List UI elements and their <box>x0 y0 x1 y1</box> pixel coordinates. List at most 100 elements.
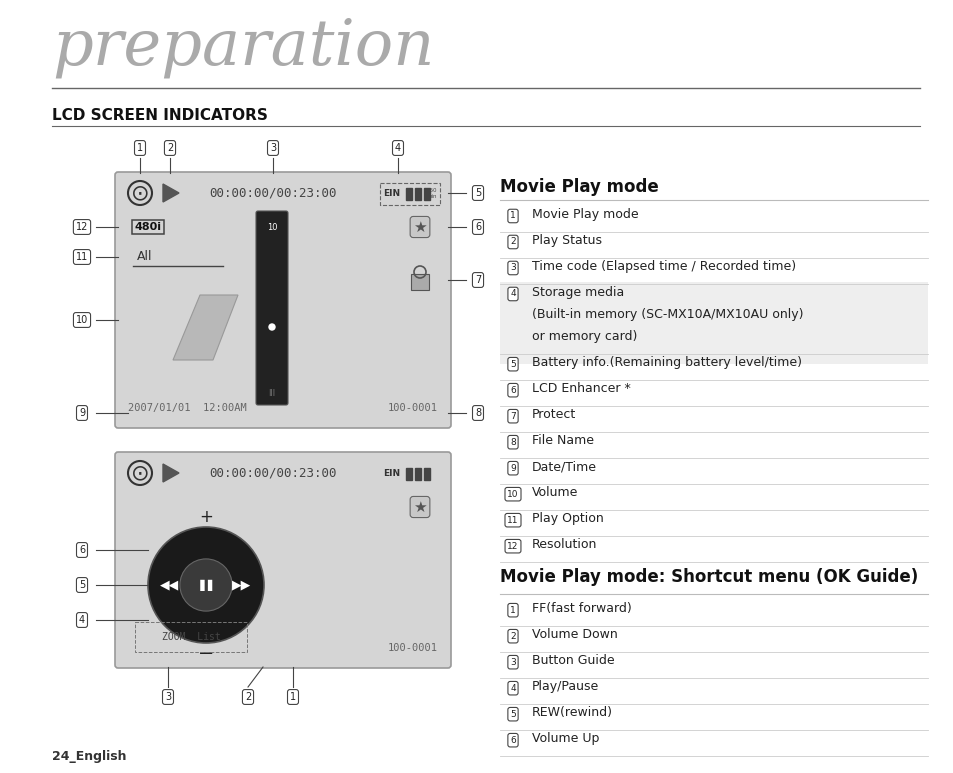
Text: Movie Play mode: Movie Play mode <box>532 208 638 221</box>
Text: EIN: EIN <box>383 189 400 199</box>
Text: +: + <box>199 508 213 526</box>
Polygon shape <box>163 184 179 202</box>
Text: 100-0001: 100-0001 <box>388 403 437 413</box>
Text: 6: 6 <box>510 386 516 395</box>
Text: REW(rewind): REW(rewind) <box>532 707 613 719</box>
Text: 5: 5 <box>475 188 480 198</box>
Bar <box>415 468 420 480</box>
Text: ⊙: ⊙ <box>131 183 150 203</box>
Text: 4: 4 <box>395 143 400 153</box>
Text: 3: 3 <box>270 143 275 153</box>
Text: Movie Play mode: Movie Play mode <box>499 178 659 196</box>
Text: 2: 2 <box>245 692 251 702</box>
Text: 12: 12 <box>75 222 88 232</box>
FancyBboxPatch shape <box>115 452 451 668</box>
Text: 8: 8 <box>510 438 516 447</box>
Text: ZOOM  List: ZOOM List <box>161 632 220 642</box>
Text: (Built-in memory (SC-MX10A/MX10AU only): (Built-in memory (SC-MX10A/MX10AU only) <box>532 308 802 321</box>
Text: Volume: Volume <box>532 486 578 499</box>
Circle shape <box>148 527 264 643</box>
Text: 9: 9 <box>79 408 85 418</box>
Text: 5: 5 <box>79 580 85 590</box>
Bar <box>499 282 927 364</box>
Text: 1: 1 <box>510 606 516 615</box>
Bar <box>406 468 412 480</box>
Text: 2: 2 <box>510 632 516 641</box>
Text: 4: 4 <box>510 290 516 298</box>
Text: 10: 10 <box>507 490 518 499</box>
Text: 1: 1 <box>290 692 295 702</box>
FancyBboxPatch shape <box>255 211 288 405</box>
Text: 4: 4 <box>510 683 516 693</box>
Text: 5: 5 <box>510 710 516 719</box>
Bar <box>423 468 430 480</box>
Text: 4: 4 <box>79 615 85 625</box>
Text: 11: 11 <box>507 516 518 525</box>
Text: EIN: EIN <box>383 469 400 478</box>
Bar <box>423 188 430 200</box>
Text: or memory card): or memory card) <box>532 330 637 343</box>
Text: 160
min: 160 min <box>426 188 436 199</box>
FancyBboxPatch shape <box>411 274 429 290</box>
Text: Date/Time: Date/Time <box>532 460 597 473</box>
Text: File Name: File Name <box>532 434 594 448</box>
Text: Volume Up: Volume Up <box>532 732 598 745</box>
Text: 00:00:00/00:23:00: 00:00:00/00:23:00 <box>209 186 336 199</box>
Text: ★: ★ <box>413 499 426 515</box>
Text: 6: 6 <box>79 545 85 555</box>
Text: 11: 11 <box>76 252 88 262</box>
Text: 480i: 480i <box>134 222 161 232</box>
FancyBboxPatch shape <box>115 172 451 428</box>
Text: 7: 7 <box>510 412 516 421</box>
Text: All: All <box>137 250 152 264</box>
Text: 1: 1 <box>137 143 143 153</box>
Text: ▐ ▌: ▐ ▌ <box>195 580 216 591</box>
Text: 100-0001: 100-0001 <box>388 643 437 653</box>
Text: −: − <box>197 643 214 662</box>
Text: Play/Pause: Play/Pause <box>532 680 598 693</box>
Text: Volume Down: Volume Down <box>532 628 618 641</box>
Text: 8: 8 <box>475 408 480 418</box>
Text: ◀◀: ◀◀ <box>160 578 179 591</box>
Text: 3: 3 <box>510 658 516 666</box>
Text: FF(fast forward): FF(fast forward) <box>532 602 631 615</box>
Polygon shape <box>163 464 179 482</box>
Text: Time code (Elapsed time / Recorded time): Time code (Elapsed time / Recorded time) <box>532 260 796 273</box>
Circle shape <box>180 559 232 611</box>
Text: 7: 7 <box>475 275 480 285</box>
Text: 5: 5 <box>510 359 516 369</box>
Text: 3: 3 <box>510 264 516 273</box>
Text: |||: ||| <box>268 390 275 397</box>
Text: Play Option: Play Option <box>532 512 603 525</box>
Bar <box>406 188 412 200</box>
Text: ▶▶: ▶▶ <box>233 578 252 591</box>
Text: LCD SCREEN INDICATORS: LCD SCREEN INDICATORS <box>52 108 268 123</box>
Text: LCD Enhancer *: LCD Enhancer * <box>532 382 630 395</box>
Text: 1: 1 <box>510 212 516 220</box>
Circle shape <box>269 324 274 330</box>
Text: 10: 10 <box>76 315 88 325</box>
Text: Button Guide: Button Guide <box>532 654 614 667</box>
Text: 6: 6 <box>475 222 480 232</box>
Text: Play Status: Play Status <box>532 234 601 247</box>
Text: 2: 2 <box>167 143 172 153</box>
Text: 6: 6 <box>510 736 516 744</box>
Text: 2: 2 <box>510 237 516 247</box>
Text: Protect: Protect <box>532 408 576 421</box>
Text: ⊙: ⊙ <box>131 463 150 483</box>
Text: 2007/01/01  12:00AM: 2007/01/01 12:00AM <box>128 403 247 413</box>
Text: 10: 10 <box>267 223 277 231</box>
Text: Storage media: Storage media <box>532 286 623 299</box>
Text: 3: 3 <box>165 692 171 702</box>
Bar <box>415 188 420 200</box>
Text: Movie Play mode: Shortcut menu (OK Guide): Movie Play mode: Shortcut menu (OK Guide… <box>499 568 918 586</box>
Text: 12: 12 <box>507 542 518 550</box>
Text: 9: 9 <box>510 464 516 473</box>
Text: Resolution: Resolution <box>532 538 597 551</box>
Text: 00:00:00/00:23:00: 00:00:00/00:23:00 <box>209 466 336 479</box>
Text: ★: ★ <box>413 220 426 234</box>
Text: 24_English: 24_English <box>52 750 127 763</box>
Polygon shape <box>172 295 237 360</box>
Text: preparation: preparation <box>52 16 434 78</box>
Text: Battery info.(Remaining battery level/time): Battery info.(Remaining battery level/ti… <box>532 356 801 369</box>
